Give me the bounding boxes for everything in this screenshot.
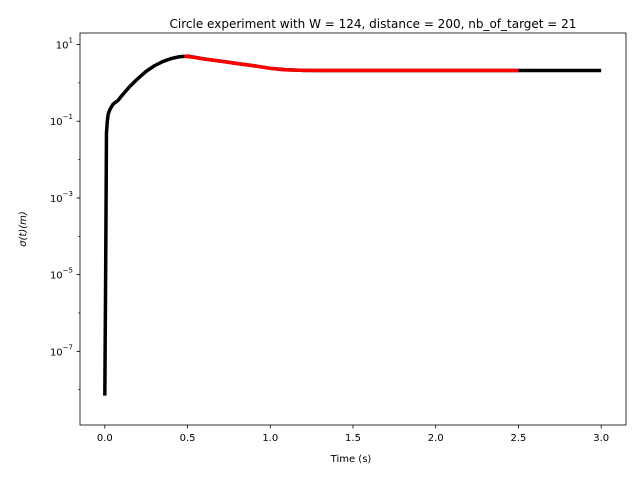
x-tick-label: 0.5 (180, 433, 196, 444)
x-tick-label: 0.0 (97, 433, 113, 444)
x-axis: 0.0 0.5 1.0 1.5 2.0 2.5 3.0 (97, 425, 609, 444)
y-axis: 10−7 10−5 10−3 10−1 101 (50, 37, 80, 390)
x-tick-label: 1.5 (345, 433, 361, 444)
series-line-2 (283, 68, 519, 73)
y-tick-label: 10−3 (50, 190, 73, 205)
chart-title: Circle experiment with W = 124, distance… (170, 17, 577, 31)
y-tick-label: 10−5 (50, 267, 73, 282)
series-line-1 (184, 54, 284, 72)
series-layer (103, 54, 602, 396)
y-tick-label: 101 (56, 37, 73, 52)
y-tick-label: 10−1 (50, 113, 73, 128)
y-tick-label: 10−7 (50, 343, 73, 358)
x-tick-label: 3.0 (593, 433, 609, 444)
x-tick-label: 2.0 (428, 433, 444, 444)
x-axis-label: Time (s) (330, 454, 372, 465)
y-axis-label: σ(t)(m) (18, 211, 29, 247)
x-tick-label: 2.5 (511, 433, 527, 444)
x-tick-label: 1.0 (262, 433, 278, 444)
